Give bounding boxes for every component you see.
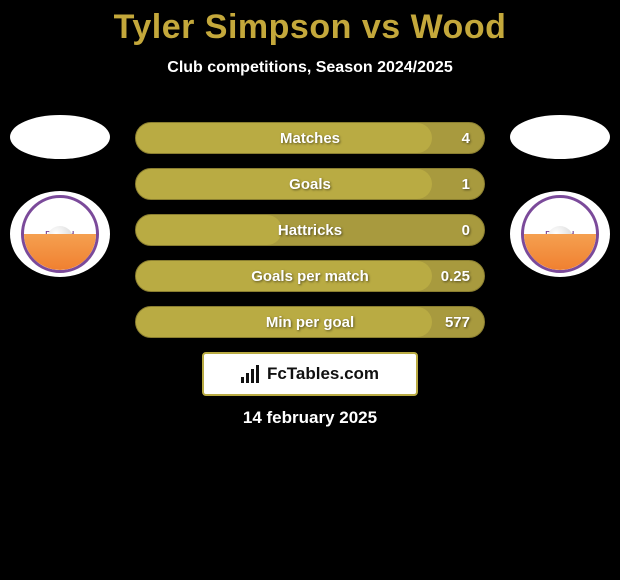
- stat-value: 0.25: [441, 268, 470, 285]
- stat-value: 4: [462, 130, 470, 147]
- badge-sunrays-icon: [524, 234, 596, 270]
- club-badge-left: PERTH: [10, 191, 110, 277]
- brand-box[interactable]: FcTables.com: [202, 352, 418, 396]
- player-left-column: PERTH: [10, 115, 110, 277]
- stat-value: 1: [462, 176, 470, 193]
- player-right-avatar: [510, 115, 610, 159]
- stat-value: 577: [445, 314, 470, 331]
- footer-date: 14 february 2025: [0, 408, 620, 428]
- player-right-column: PERTH: [510, 115, 610, 277]
- stat-label: Matches: [280, 130, 340, 147]
- page-title: Tyler Simpson vs Wood: [0, 0, 620, 47]
- club-badge-inner: PERTH: [521, 195, 599, 273]
- stat-label: Goals per match: [251, 268, 369, 285]
- bars-chart-icon: [241, 365, 261, 383]
- stat-fill: [136, 169, 432, 199]
- page-subtitle: Club competitions, Season 2024/2025: [0, 59, 620, 77]
- stat-row-goals-per-match: Goals per match 0.25: [135, 260, 485, 292]
- stat-fill: [136, 215, 282, 245]
- player-left-avatar: [10, 115, 110, 159]
- stat-row-matches: Matches 4: [135, 122, 485, 154]
- stat-label: Goals: [289, 176, 331, 193]
- club-badge-right: PERTH: [510, 191, 610, 277]
- club-badge-inner: PERTH: [21, 195, 99, 273]
- stat-value: 0: [462, 222, 470, 239]
- stat-row-hattricks: Hattricks 0: [135, 214, 485, 246]
- stat-row-goals: Goals 1: [135, 168, 485, 200]
- stats-list: Matches 4 Goals 1 Hattricks 0 Goals per …: [135, 122, 485, 338]
- brand-text: FcTables.com: [267, 364, 379, 384]
- stat-label: Min per goal: [266, 314, 354, 331]
- stat-row-min-per-goal: Min per goal 577: [135, 306, 485, 338]
- stat-label: Hattricks: [278, 222, 342, 239]
- badge-sunrays-icon: [24, 234, 96, 270]
